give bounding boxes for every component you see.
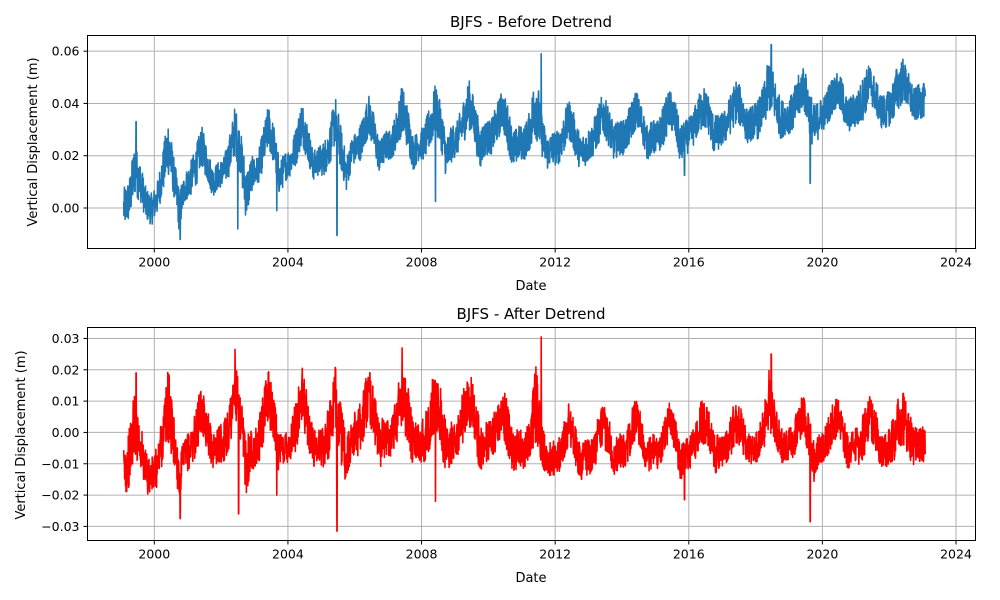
y-tick-label: 0.02 [52,362,80,377]
after-detrend-axes-frame [87,327,976,541]
y-tick-label: 0.03 [52,331,80,346]
before-detrend-series [122,43,926,241]
before-detrend-panel: BJFS - Before Detrend Date Vertical Disp… [26,13,976,294]
x-tick-label: 2012 [539,255,571,270]
x-tick-label: 2008 [406,547,438,562]
y-tick-label: −0.03 [41,519,79,534]
before-detrend-x-label: Date [515,279,546,294]
y-tick-label: 0.00 [52,425,80,440]
after-detrend-title: BJFS - After Detrend [456,305,605,323]
x-tick-label: 2000 [138,547,170,562]
x-tick-label: 2000 [138,255,170,270]
y-tick-label: 0.02 [52,148,80,163]
series-line [122,43,926,241]
before-detrend-axes-frame [87,35,976,249]
after-detrend-panel: BJFS - After Detrend Date Vertical Displ… [14,305,976,586]
after-detrend-x-label: Date [515,571,546,586]
y-tick-label: 0.04 [52,96,80,111]
after-detrend-series [122,336,926,532]
after-detrend-ticks: 2000 2004 2008 2012 2016 2020 2024 −0.03 −0.02 −0… [41,331,972,562]
y-tick-label: 0.06 [52,44,80,59]
after-detrend-y-label: Vertical Displacement (m) [14,350,29,519]
x-tick-label: 2016 [673,255,705,270]
x-tick-label: 2012 [539,547,571,562]
series-line [122,336,926,532]
y-tick-label: 0.00 [52,200,80,215]
before-detrend-ticks: 2000 2004 2008 2012 2016 2020 2024 0.00 0.02 0.04… [52,44,972,270]
before-detrend-title: BJFS - Before Detrend [450,13,612,31]
x-tick-label: 2024 [940,547,972,562]
y-tick-label: 0.01 [52,394,80,409]
x-tick-label: 2020 [806,547,838,562]
x-tick-label: 2024 [940,255,972,270]
x-tick-label: 2004 [272,255,304,270]
x-tick-label: 2020 [806,255,838,270]
x-tick-label: 2008 [406,255,438,270]
x-tick-label: 2016 [673,547,705,562]
y-tick-label: −0.02 [41,488,79,503]
x-tick-label: 2004 [272,547,304,562]
y-tick-label: −0.01 [41,456,79,471]
before-detrend-y-label: Vertical Displacement (m) [26,57,41,226]
